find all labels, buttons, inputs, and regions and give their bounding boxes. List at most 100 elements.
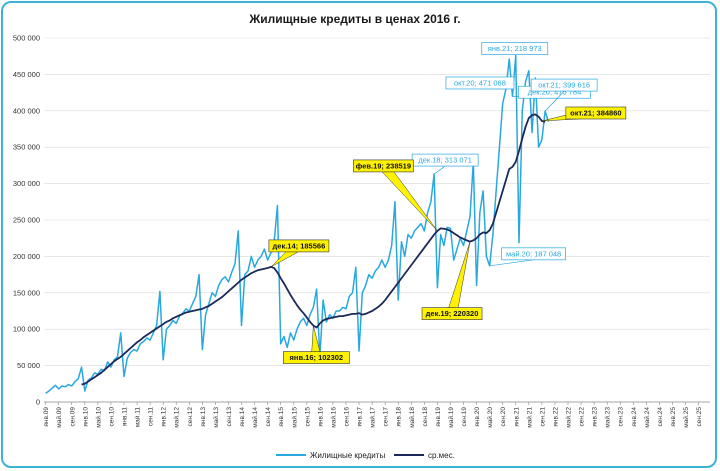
x-tick-label: сен.11 [148, 407, 155, 426]
x-tick-label: май.25 [682, 407, 690, 428]
annotation-box [283, 351, 350, 364]
x-axis: янв.09 май.09 сен.09 янв.10 май.10 сен.10 янв.… [43, 402, 703, 428]
x-tick-label: май.09 [55, 407, 63, 428]
x-tick-label: сен.09 [69, 407, 76, 427]
annotation-1-0: дек.14; 185566 [268, 239, 330, 268]
annotation-0-4: янв.21; 218 973 [481, 42, 549, 56]
x-tick-label: янв.20 [474, 407, 481, 427]
x-tick-label: сен.13 [226, 407, 233, 427]
annotation-label: дек.14; 185566 [273, 241, 326, 250]
x-tick-label: янв.09 [43, 407, 50, 427]
y-axis: 0 50 000 100 000 150 000 200 000 250 000 300 0… [13, 34, 40, 407]
x-tick-label: май.22 [564, 407, 572, 428]
annotation-box [445, 76, 515, 90]
x-tick-label: май.19 [447, 407, 455, 428]
annotation-leader [489, 259, 534, 267]
x-tick-label: май.13 [212, 407, 220, 428]
series-layer [45, 54, 550, 394]
x-tick-label: янв.14 [239, 407, 246, 427]
x-tick-label: май.24 [643, 407, 651, 428]
x-tick-label: сен.24 [657, 407, 664, 427]
chart-title: Жилищные кредиты в ценах 2016 г. [248, 12, 460, 26]
x-tick-label: янв.13 [200, 407, 207, 427]
legend-label-series-1: Жилищные кредиты [310, 451, 385, 460]
y-tick-label: 100 000 [13, 325, 40, 334]
y-tick-label: 300 000 [13, 179, 40, 188]
x-tick-label: май.10 [94, 407, 102, 428]
x-tick-label: сен.10 [108, 407, 115, 427]
grid-lines [44, 37, 710, 403]
annotation-box [565, 106, 627, 120]
annotation-label: окт.21; 384860 [570, 108, 621, 117]
x-tick-label: сен.23 [618, 407, 625, 427]
y-tick-label: 500 000 [13, 34, 40, 43]
x-tick-label: сен.22 [579, 407, 586, 427]
x-tick-label: сен.17 [383, 407, 390, 427]
y-tick-label: 400 000 [13, 106, 40, 115]
annotation-box [530, 78, 598, 92]
x-tick-label: май.14 [251, 407, 259, 428]
x-tick-label: май.20 [486, 407, 494, 428]
legend: Жилищные кредиты ср.мес. [276, 451, 455, 460]
x-tick-label: янв.16 [317, 407, 324, 427]
annotation-box [481, 42, 549, 55]
annotation-label: окт.21; 399 616 [538, 81, 590, 90]
x-tick-label: май.11 [134, 407, 142, 428]
x-tick-label: май.12 [173, 407, 181, 428]
y-tick-label: 50 000 [17, 361, 40, 370]
annotation-label: янв.16; 102302 [290, 353, 344, 362]
annotation-0-0: окт.20; 471 068 [445, 76, 515, 90]
x-tick-label: сен.16 [343, 407, 350, 427]
annotation-label: дек.20; 475 784 [528, 88, 582, 97]
x-tick-label: янв.19 [435, 407, 442, 427]
y-tick-label: 0 [36, 398, 40, 407]
x-tick-label: янв.24 [631, 407, 638, 427]
y-tick-label: 150 000 [13, 288, 40, 297]
x-tick-label: май.17 [369, 407, 377, 428]
annotation-pointer [379, 162, 438, 232]
annotation-1-3: дек.19; 220320 [421, 241, 483, 320]
annotation-1-4: окт.21; 384860 [541, 106, 627, 122]
annotation-leader [433, 165, 446, 175]
annotation-1-1: янв.16; 102302 [283, 325, 350, 364]
x-tick-label: янв.21 [513, 407, 520, 427]
x-tick-label: сен.18 [422, 407, 429, 427]
x-tick-label: янв.18 [396, 407, 403, 427]
x-tick-label: сен.14 [265, 407, 272, 427]
x-tick-label: май.21 [525, 407, 533, 428]
x-tick-label: янв.25 [670, 407, 677, 427]
x-tick-label: сен.12 [187, 407, 194, 427]
x-tick-label: янв.12 [161, 407, 168, 427]
annotation-1-2: фев.19; 238519 [353, 159, 438, 232]
y-tick-label: 350 000 [13, 143, 40, 152]
x-tick-label: сен.19 [461, 407, 468, 427]
annotation-0-5: май.20; 187 048 [489, 247, 566, 267]
annotation-label: дек.19; 220320 [426, 309, 479, 318]
x-tick-label: май.16 [329, 407, 337, 428]
annotation-pointer [446, 241, 471, 316]
x-tick-label: янв.15 [278, 407, 285, 427]
x-tick-label: май.23 [604, 407, 612, 428]
y-tick-label: 250 000 [13, 216, 40, 225]
legend-label-series-2: ср.мес. [428, 451, 455, 460]
x-tick-label: сен.25 [696, 407, 703, 427]
x-tick-label: янв.11 [121, 407, 128, 427]
x-tick-label: янв.22 [552, 407, 559, 427]
x-tick-label: май.18 [408, 407, 416, 428]
annotation-0-3: дек.18; 313 071 [411, 153, 479, 175]
x-tick-label: сен.21 [539, 407, 546, 427]
annotation-label: дек.18; 313 071 [418, 156, 472, 165]
x-tick-label: сен.15 [304, 407, 311, 427]
annotation-leader [544, 90, 565, 112]
annotation-label: янв.21; 218 973 [488, 44, 542, 53]
x-tick-label: янв.10 [82, 407, 89, 427]
y-tick-label: 200 000 [13, 252, 40, 261]
x-tick-label: янв.17 [357, 407, 364, 427]
series-line-credits [45, 54, 550, 394]
annotation-box [353, 159, 414, 173]
annotation-box [268, 239, 330, 253]
x-tick-label: май.15 [290, 407, 298, 428]
